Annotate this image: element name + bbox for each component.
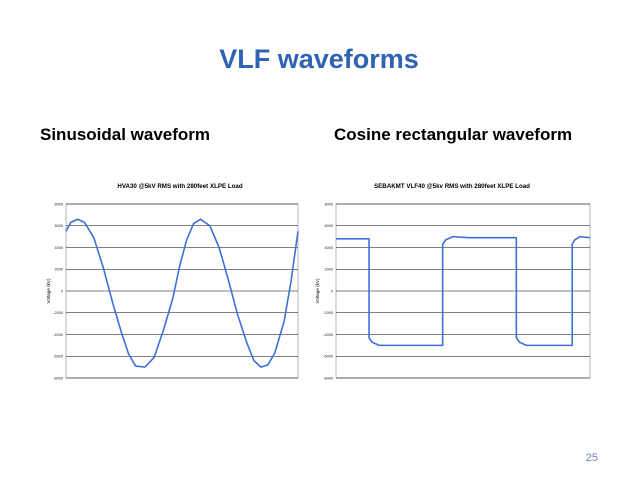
y-tick-label: -8000 — [53, 376, 63, 380]
y-tick-label: -4000 — [53, 333, 63, 337]
y-tick-label: 2000 — [55, 268, 63, 272]
y-tick-label: -8000 — [323, 376, 333, 380]
y-axis-label: Voltage (kV) — [46, 278, 51, 303]
y-tick-label: -2000 — [323, 311, 333, 315]
y-tick-label: 4000 — [325, 246, 333, 250]
y-tick-label: 8000 — [325, 202, 333, 206]
y-axis-label: Voltage (kV) — [315, 278, 320, 303]
left-heading: Sinusoidal waveform — [40, 125, 211, 144]
series-line — [336, 235, 591, 347]
y-tick-label: 4000 — [55, 246, 63, 250]
y-tick-label: -6000 — [323, 355, 333, 359]
y-tick-label: 2000 — [325, 268, 333, 272]
chart-title: HVA30 @5kV RMS with 280feet XLPE Load — [117, 183, 242, 190]
y-tick-label: 6000 — [325, 224, 333, 228]
y-tick-label: -4000 — [323, 333, 333, 337]
slide-title: VLF waveforms — [219, 44, 419, 74]
y-tick-label: 6000 — [55, 224, 63, 228]
right-heading: Cosine rectangular waveform — [334, 125, 573, 144]
page-number: 25 — [585, 452, 598, 464]
y-tick-label: -2000 — [53, 311, 63, 315]
y-tick-label: -6000 — [53, 355, 63, 359]
cosine-rectangular-chart: SEBAKMT VLF40 @5kv RMS with 280feet XLPE… — [315, 183, 591, 380]
sinusoidal-chart: HVA30 @5kV RMS with 280feet XLPE Load 800… — [46, 183, 299, 380]
y-tick-label: 0 — [61, 289, 63, 293]
series-line — [65, 218, 299, 368]
chart-title: SEBAKMT VLF40 @5kv RMS with 280feet XLPE… — [374, 183, 530, 190]
y-tick-label: 0 — [331, 289, 333, 293]
y-tick-label: 8000 — [55, 202, 63, 206]
